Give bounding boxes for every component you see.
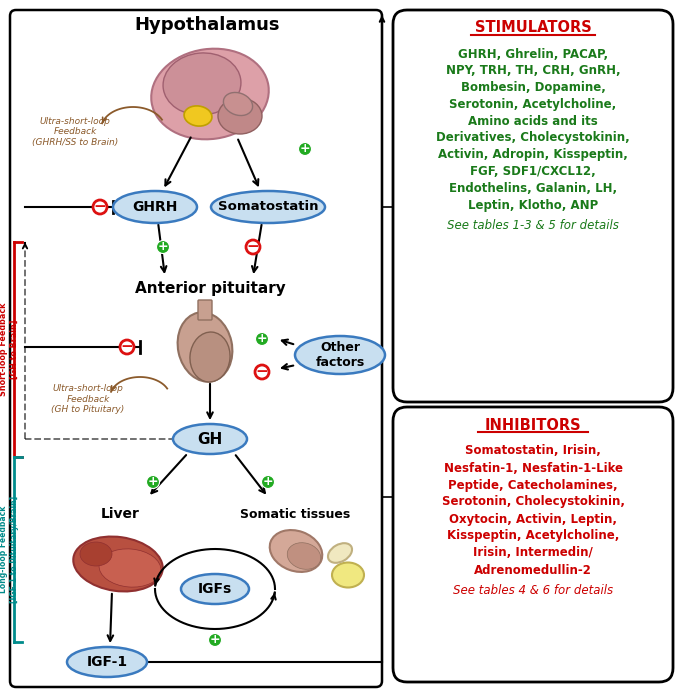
- Circle shape: [255, 365, 269, 379]
- Ellipse shape: [177, 312, 233, 382]
- Text: Liver: Liver: [101, 507, 139, 521]
- Text: See tables 4 & 6 for details: See tables 4 & 6 for details: [453, 585, 613, 597]
- Circle shape: [156, 240, 169, 254]
- Text: Oxytocin, Activin, Leptin,: Oxytocin, Activin, Leptin,: [449, 512, 617, 526]
- Ellipse shape: [295, 336, 385, 374]
- Circle shape: [120, 340, 134, 354]
- Ellipse shape: [163, 53, 241, 115]
- Ellipse shape: [151, 49, 269, 139]
- Ellipse shape: [190, 332, 230, 382]
- Ellipse shape: [270, 530, 322, 572]
- Text: +: +: [158, 240, 169, 253]
- Text: GH: GH: [197, 431, 222, 447]
- Ellipse shape: [332, 562, 364, 588]
- Text: Ultra-short-loop
Feedback
(GH to Pituitary): Ultra-short-loop Feedback (GH to Pituita…: [52, 384, 124, 414]
- Text: Activin, Adropin, Kisspeptin,: Activin, Adropin, Kisspeptin,: [438, 148, 628, 161]
- Text: −: −: [94, 199, 106, 214]
- Text: FGF, SDF1/CXCL12,: FGF, SDF1/CXCL12,: [470, 165, 596, 178]
- Ellipse shape: [99, 549, 161, 587]
- Ellipse shape: [218, 98, 262, 134]
- Text: +: +: [262, 475, 273, 488]
- Text: Leptin, Klotho, ANP: Leptin, Klotho, ANP: [468, 199, 598, 212]
- Text: Amino acids and its: Amino acids and its: [468, 115, 598, 128]
- Ellipse shape: [211, 191, 325, 223]
- Text: Peptide, Catecholamines,: Peptide, Catecholamines,: [448, 479, 618, 491]
- Text: IGFs: IGFs: [198, 582, 232, 596]
- Ellipse shape: [224, 93, 252, 116]
- Circle shape: [246, 240, 260, 254]
- Text: Adrenomedullin-2: Adrenomedullin-2: [474, 563, 592, 576]
- Text: Somatostatin, Irisin,: Somatostatin, Irisin,: [465, 445, 601, 457]
- Circle shape: [209, 634, 222, 647]
- Text: +: +: [300, 142, 310, 155]
- Text: −: −: [120, 339, 133, 354]
- Circle shape: [262, 475, 275, 489]
- Text: INHIBITORS: INHIBITORS: [485, 418, 581, 433]
- Ellipse shape: [328, 543, 352, 562]
- Text: Kisspeptin, Acetylcholine,: Kisspeptin, Acetylcholine,: [447, 530, 619, 542]
- FancyBboxPatch shape: [10, 10, 382, 687]
- Text: +: +: [256, 332, 267, 345]
- Text: Short-loop Feedback
[GH to Brain]: Short-loop Feedback [GH to Brain]: [0, 302, 19, 397]
- FancyBboxPatch shape: [393, 407, 673, 682]
- FancyBboxPatch shape: [393, 10, 673, 402]
- Text: GHRH, Ghrelin, PACAP,: GHRH, Ghrelin, PACAP,: [458, 47, 608, 61]
- Ellipse shape: [113, 191, 197, 223]
- Circle shape: [93, 200, 107, 214]
- Text: −: −: [247, 239, 259, 254]
- Text: Somatic tissues: Somatic tissues: [240, 507, 350, 521]
- Circle shape: [256, 332, 269, 346]
- Text: Long-loop Feedback
[IGF-1 to Pituitary/Brain]: Long-loop Feedback [IGF-1 to Pituitary/B…: [0, 496, 19, 603]
- Text: Irisin, Intermedin/: Irisin, Intermedin/: [473, 546, 593, 560]
- Ellipse shape: [184, 106, 212, 126]
- Text: Anterior pituitary: Anterior pituitary: [135, 282, 286, 296]
- Ellipse shape: [73, 537, 163, 592]
- Text: Derivatives, Cholecystokinin,: Derivatives, Cholecystokinin,: [436, 132, 630, 144]
- Text: Somatostatin: Somatostatin: [218, 201, 318, 213]
- Text: Serotonin, Acetylcholine,: Serotonin, Acetylcholine,: [449, 98, 617, 111]
- Text: NPY, TRH, TH, CRH, GnRH,: NPY, TRH, TH, CRH, GnRH,: [445, 64, 620, 77]
- FancyBboxPatch shape: [198, 300, 212, 320]
- Text: See tables 1-3 & 5 for details: See tables 1-3 & 5 for details: [447, 220, 619, 233]
- Text: IGF-1: IGF-1: [86, 655, 128, 669]
- Text: Hypothalamus: Hypothalamus: [134, 16, 279, 34]
- Ellipse shape: [173, 424, 247, 454]
- Circle shape: [299, 142, 311, 155]
- Text: Nesfatin-1, Nesfatin-1-Like: Nesfatin-1, Nesfatin-1-Like: [443, 461, 622, 475]
- Text: GHRH: GHRH: [133, 200, 177, 214]
- Text: Other
factors: Other factors: [316, 341, 364, 369]
- Ellipse shape: [80, 542, 112, 566]
- Circle shape: [146, 475, 160, 489]
- Text: +: +: [148, 475, 158, 488]
- Text: −: −: [256, 364, 269, 379]
- Ellipse shape: [67, 647, 147, 677]
- Text: Ultra-short-loop
Feedback
(GHRH/SS to Brain): Ultra-short-loop Feedback (GHRH/SS to Br…: [32, 117, 118, 147]
- Text: Serotonin, Cholecystokinin,: Serotonin, Cholecystokinin,: [441, 496, 624, 509]
- Text: Endothelins, Galanin, LH,: Endothelins, Galanin, LH,: [449, 182, 617, 195]
- Text: STIMULATORS: STIMULATORS: [475, 20, 592, 36]
- Ellipse shape: [287, 543, 321, 569]
- Text: Bombesin, Dopamine,: Bombesin, Dopamine,: [460, 81, 605, 94]
- Text: +: +: [209, 633, 220, 646]
- Ellipse shape: [181, 574, 249, 604]
